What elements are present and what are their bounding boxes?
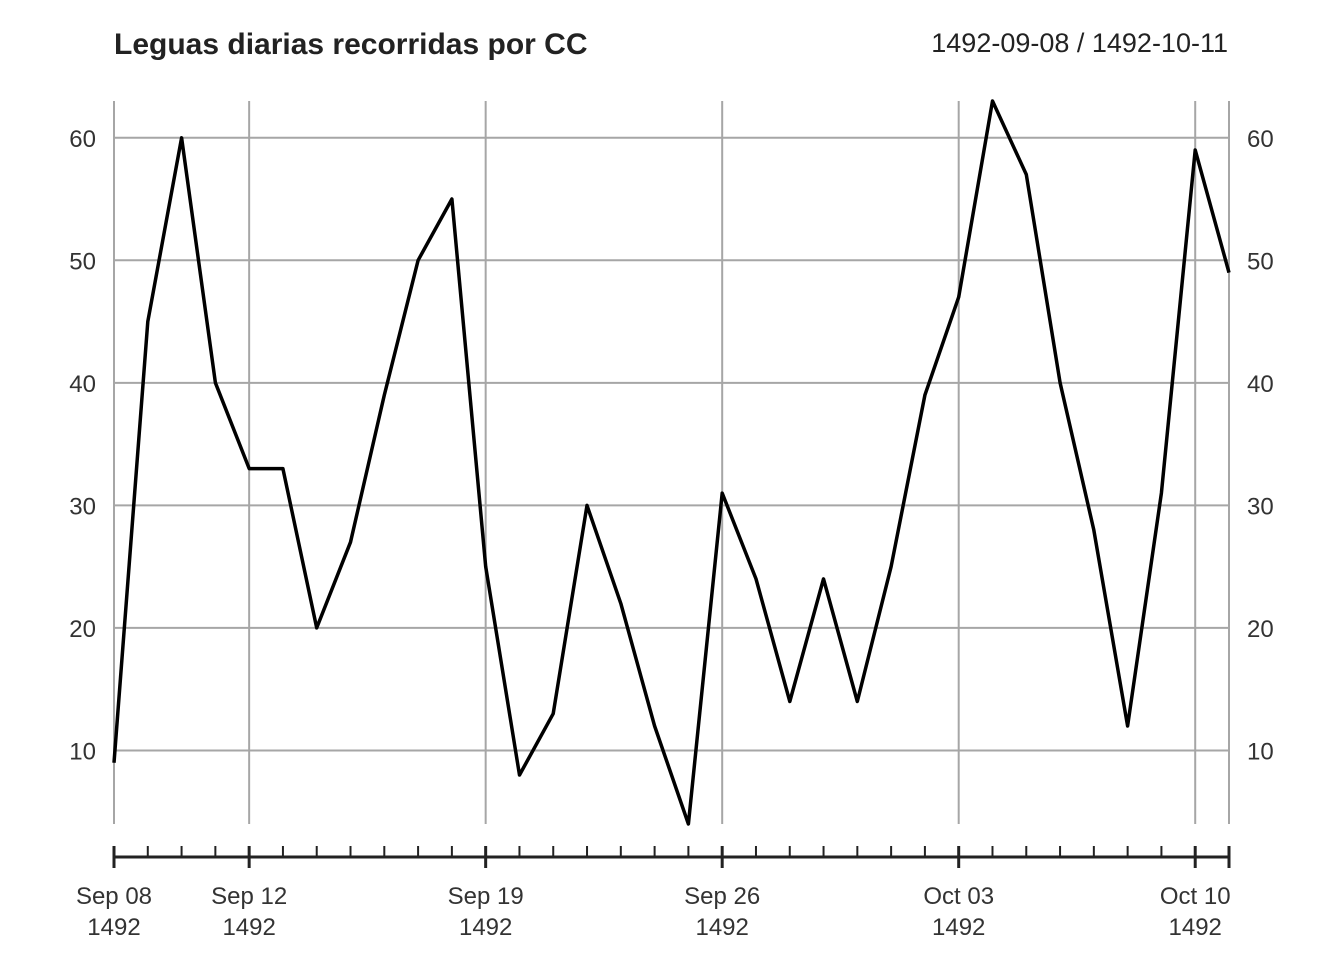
y-tick-label: 10 xyxy=(69,738,96,765)
y-tick-label: 50 xyxy=(69,248,96,275)
x-tick-label: Sep 19 xyxy=(448,883,524,910)
y-tick-label: 20 xyxy=(69,616,96,643)
x-tick-year-label: 1492 xyxy=(459,914,512,941)
y-tick-label: 60 xyxy=(69,126,96,153)
x-tick-year-label: 1492 xyxy=(932,914,985,941)
x-tick-label: Sep 08 xyxy=(76,883,152,910)
x-tick-label: Oct 03 xyxy=(923,883,994,910)
series-line xyxy=(112,99,1231,826)
y-tick-label: 30 xyxy=(69,493,96,520)
chart-title: Leguas diarias recorridas por CC xyxy=(114,28,588,61)
y-tick-label-right: 40 xyxy=(1247,371,1274,398)
x-axis: Sep 08 1492 Sep 12 1492 Sep 19 1492 Sep 26 1492… xyxy=(76,846,1231,941)
y-axis-right: 10 20 30 40 50 60 xyxy=(1247,126,1274,766)
y-axis-left: 10 20 30 40 50 60 xyxy=(69,126,96,766)
x-tick-year-label: 1492 xyxy=(695,914,748,941)
x-tick-label: Sep 12 xyxy=(211,883,287,910)
y-tick-label-right: 50 xyxy=(1247,248,1274,275)
y-tick-label-right: 20 xyxy=(1247,616,1274,643)
x-tick-label: Sep 26 xyxy=(684,883,760,910)
x-tick-label: Oct 10 xyxy=(1160,883,1231,910)
date-range-label: 1492-09-08 / 1492-10-11 xyxy=(931,28,1228,58)
x-tick-year-label: 1492 xyxy=(87,914,140,941)
x-tick-year-label: 1492 xyxy=(222,914,275,941)
series-layer xyxy=(112,99,1231,826)
y-tick-label-right: 10 xyxy=(1247,738,1274,765)
gridlines xyxy=(113,101,1230,824)
x-tick-year-label: 1492 xyxy=(1169,914,1222,941)
y-tick-label: 40 xyxy=(69,371,96,398)
y-tick-label-right: 30 xyxy=(1247,493,1274,520)
y-tick-label-right: 60 xyxy=(1247,126,1274,153)
